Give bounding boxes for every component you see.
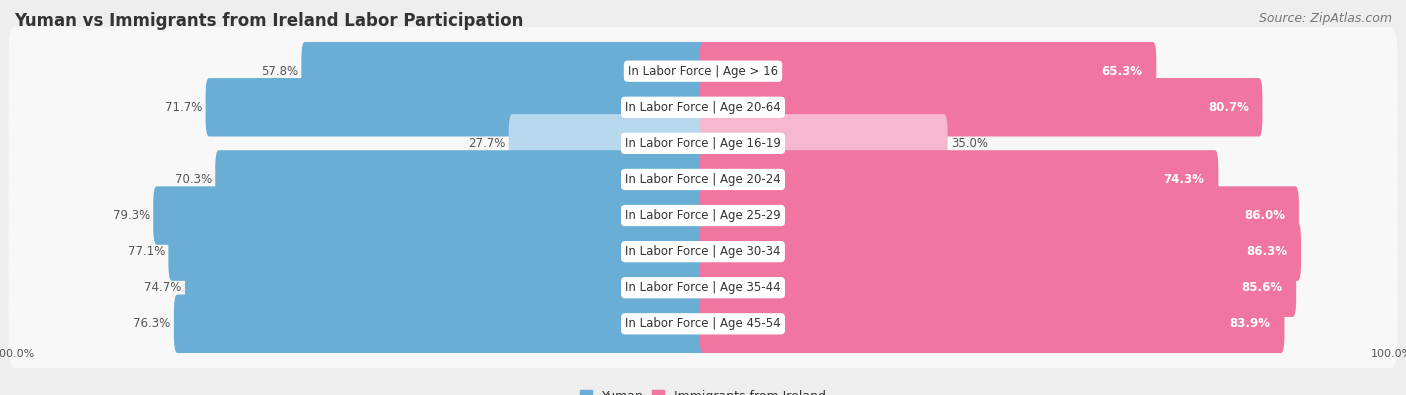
Text: In Labor Force | Age 20-64: In Labor Force | Age 20-64 [626, 101, 780, 114]
FancyBboxPatch shape [8, 208, 1398, 295]
Text: 65.3%: 65.3% [1101, 65, 1143, 78]
Text: In Labor Force | Age 35-44: In Labor Force | Age 35-44 [626, 281, 780, 294]
FancyBboxPatch shape [8, 27, 1398, 115]
Text: 76.3%: 76.3% [134, 317, 170, 330]
FancyBboxPatch shape [153, 186, 706, 245]
FancyBboxPatch shape [8, 171, 1398, 260]
Text: 83.9%: 83.9% [1230, 317, 1271, 330]
Text: 79.3%: 79.3% [112, 209, 150, 222]
FancyBboxPatch shape [8, 280, 1398, 368]
Text: 57.8%: 57.8% [260, 65, 298, 78]
Text: 74.3%: 74.3% [1164, 173, 1205, 186]
FancyBboxPatch shape [301, 42, 706, 100]
Text: In Labor Force | Age 16-19: In Labor Force | Age 16-19 [626, 137, 780, 150]
Text: In Labor Force | Age 45-54: In Labor Force | Age 45-54 [626, 317, 780, 330]
FancyBboxPatch shape [8, 244, 1398, 332]
FancyBboxPatch shape [8, 135, 1398, 224]
Text: In Labor Force | Age 30-34: In Labor Force | Age 30-34 [626, 245, 780, 258]
Text: In Labor Force | Age > 16: In Labor Force | Age > 16 [628, 65, 778, 78]
Text: In Labor Force | Age 25-29: In Labor Force | Age 25-29 [626, 209, 780, 222]
Text: 27.7%: 27.7% [468, 137, 505, 150]
Text: In Labor Force | Age 20-24: In Labor Force | Age 20-24 [626, 173, 780, 186]
FancyBboxPatch shape [700, 186, 1299, 245]
FancyBboxPatch shape [509, 114, 706, 173]
FancyBboxPatch shape [8, 63, 1398, 151]
Text: Source: ZipAtlas.com: Source: ZipAtlas.com [1258, 12, 1392, 25]
FancyBboxPatch shape [205, 78, 706, 137]
FancyBboxPatch shape [8, 100, 1398, 187]
Text: 77.1%: 77.1% [128, 245, 165, 258]
FancyBboxPatch shape [174, 295, 706, 353]
Text: 86.0%: 86.0% [1244, 209, 1285, 222]
Text: Yuman vs Immigrants from Ireland Labor Participation: Yuman vs Immigrants from Ireland Labor P… [14, 12, 523, 30]
FancyBboxPatch shape [700, 42, 1156, 100]
Text: 70.3%: 70.3% [174, 173, 212, 186]
Text: 85.6%: 85.6% [1241, 281, 1282, 294]
Text: 80.7%: 80.7% [1208, 101, 1249, 114]
FancyBboxPatch shape [700, 295, 1285, 353]
FancyBboxPatch shape [700, 114, 948, 173]
FancyBboxPatch shape [186, 258, 706, 317]
Text: 71.7%: 71.7% [165, 101, 202, 114]
FancyBboxPatch shape [700, 222, 1301, 281]
Legend: Yuman, Immigrants from Ireland: Yuman, Immigrants from Ireland [575, 385, 831, 395]
FancyBboxPatch shape [700, 150, 1219, 209]
FancyBboxPatch shape [700, 258, 1296, 317]
Text: 35.0%: 35.0% [950, 137, 988, 150]
FancyBboxPatch shape [215, 150, 706, 209]
FancyBboxPatch shape [700, 78, 1263, 137]
Text: 86.3%: 86.3% [1246, 245, 1288, 258]
FancyBboxPatch shape [169, 222, 706, 281]
Text: 74.7%: 74.7% [143, 281, 181, 294]
